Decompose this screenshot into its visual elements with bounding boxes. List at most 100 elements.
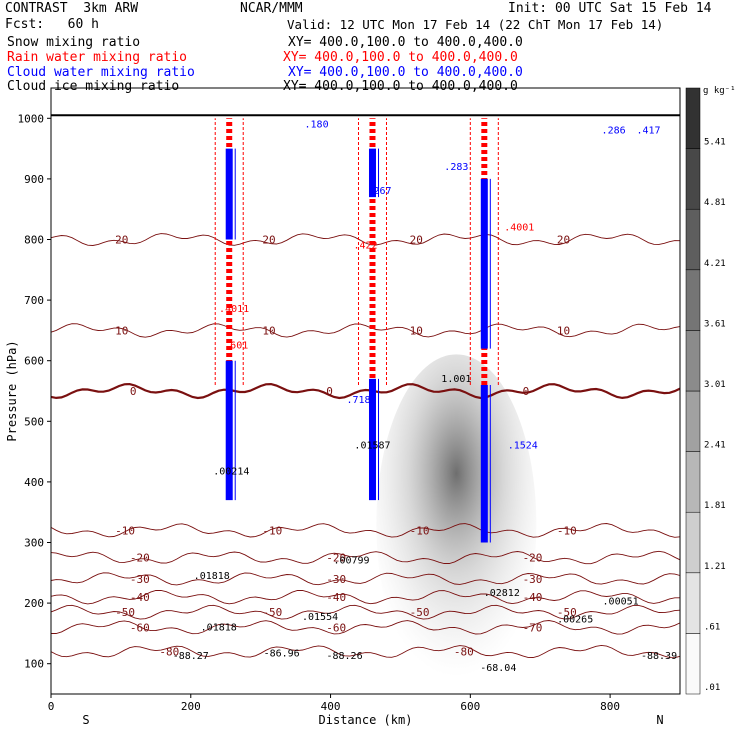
temp-contour-4 — [50, 572, 681, 586]
y-axis-label: Pressure (hPa) — [5, 340, 19, 441]
field-rain-name: Rain water mixing ratio — [7, 50, 188, 65]
valid-time: Valid: 12 UTC Mon 17 Feb 14 (22 ChT Mon … — [287, 17, 664, 32]
x-tick-label: 200 — [181, 700, 201, 713]
temp-contour-label: 20 — [410, 234, 423, 247]
temp-contour-label: -30 — [523, 573, 543, 586]
convective-columns — [214, 118, 499, 543]
y-tick-label: 500 — [24, 415, 44, 428]
colorbar-unit: g kg⁻¹ — [703, 86, 736, 96]
x-tick-label: 400 — [321, 700, 341, 713]
extremum-label-14: 1.001 — [441, 374, 471, 385]
extremum-label-4: -88.39 — [641, 651, 677, 662]
temp-contour-label: 10 — [115, 324, 128, 337]
temp-contour-1 — [51, 620, 681, 635]
field-cloudwater-xy: XY= 400.0,100.0 to 400.0,400.0 — [288, 65, 523, 80]
colorbar-label-6: 3.61 — [704, 319, 726, 329]
x-axis-label: Distance (km) — [319, 713, 413, 727]
extremum-label-21: .267 — [367, 186, 391, 197]
extremum-label-0: -88.27 — [173, 651, 209, 662]
temp-contour-5 — [50, 550, 681, 565]
temp-contour-3 — [50, 589, 680, 605]
temp-contour-label: 0 — [130, 385, 137, 398]
temp-contour-label: -50 — [115, 606, 135, 619]
temp-contour-8 — [50, 323, 681, 338]
extremum-label-20: .4001 — [504, 222, 534, 233]
extremum-label-1: -86.96 — [264, 648, 300, 659]
temp-contour-2 — [50, 604, 681, 620]
colorbar-swatch-0 — [685, 633, 701, 695]
extremum-label-18: .4011 — [219, 304, 249, 315]
extremum-label-13: .01587 — [354, 441, 390, 452]
temp-contour-label: -10 — [115, 524, 135, 537]
temp-contour-label: -60 — [130, 621, 150, 634]
extremum-label-16: .718 — [346, 395, 370, 406]
extremum-label-10: .01818 — [194, 571, 230, 582]
field-snow-xy: XY= 400.0,100.0 to 400.0,400.0 — [288, 35, 523, 50]
y-tick-label: 900 — [24, 173, 44, 186]
model-title: CONTRAST 3km ARW — [5, 1, 139, 16]
y-tick-label: 100 — [24, 658, 44, 671]
temp-contour-label: -20 — [326, 552, 346, 565]
colorbar-swatch-9 — [685, 87, 701, 149]
y-tick-label: 400 — [24, 476, 44, 489]
x-tick-label: 0 — [48, 700, 55, 713]
extremum-label-11: .00799 — [333, 556, 369, 567]
field-cloudwater-name: Cloud water mixing ratio — [7, 65, 195, 80]
colorbar-swatch-8 — [685, 148, 701, 210]
field-cloudice-name: Cloud ice mixing ratio — [7, 79, 180, 94]
y-tick-label: 300 — [24, 537, 44, 550]
temp-contour-label: -50 — [410, 606, 430, 619]
colorbar-label-7: 4.21 — [704, 259, 726, 269]
y-tick-label: 700 — [24, 294, 44, 307]
colorbar-swatch-6 — [685, 269, 701, 331]
extremum-label-8: .00051 — [603, 596, 639, 607]
temp-contour-label: 0 — [326, 385, 333, 398]
x-tick-label: 600 — [460, 700, 480, 713]
temp-contour-label: 20 — [115, 234, 128, 247]
y-tick-label: 1000 — [18, 112, 45, 125]
colorbar-swatch-3 — [685, 451, 701, 513]
temp-contour-label: -60 — [326, 621, 346, 634]
temp-contour-label: -40 — [130, 591, 150, 604]
colorbar-swatch-2 — [685, 511, 701, 574]
temp-contour-label: 10 — [262, 324, 275, 337]
extremum-label-6: .01554 — [302, 612, 338, 623]
extremum-label-9: .02812 — [484, 588, 520, 599]
colorbar-label-5: 3.01 — [704, 380, 726, 390]
colorbar-swatch-5 — [685, 330, 701, 392]
colorbar-swatch-7 — [685, 208, 701, 271]
temp-contour-label: -20 — [523, 552, 543, 565]
temp-contour-label: 10 — [557, 324, 570, 337]
colorbar-label-9: 5.41 — [704, 138, 726, 148]
extremum-label-12: .00214 — [213, 467, 249, 478]
temp-contour-label: 0 — [523, 385, 530, 398]
temp-contour-label: -40 — [523, 591, 543, 604]
colorbar-label-3: 1.81 — [704, 501, 726, 511]
extremum-label-3: -68.04 — [480, 663, 516, 674]
temp-contour-6 — [50, 523, 681, 538]
south-label: S — [82, 713, 89, 727]
temp-contour-label: -70 — [523, 621, 543, 634]
extremum-label-19: .422 — [353, 241, 377, 252]
extremum-label-25: .417 — [637, 125, 661, 136]
temp-contour-label: -10 — [557, 524, 577, 537]
x-tick-label: 800 — [600, 700, 620, 713]
temp-contour-label: -30 — [326, 573, 346, 586]
forecast-hour: Fcst: 60 h — [5, 17, 99, 32]
field-rain-xy: XY= 400.0,100.0 to 400.0,400.0 — [283, 50, 518, 65]
extremum-label-22: .283 — [444, 162, 468, 173]
temp-contour-label: -20 — [130, 552, 150, 565]
temp-contour-9 — [50, 233, 681, 246]
extrema-labels: -88.27 -86.96 -88.26 -68.04 -88.39 .01818 .015… — [173, 119, 677, 674]
y-tick-label: 600 — [24, 355, 44, 368]
temp-contour-0 — [50, 644, 681, 659]
north-label: N — [656, 713, 663, 727]
temp-contour-label: -40 — [326, 591, 346, 604]
field-snow-name: Snow mixing ratio — [7, 35, 141, 50]
temp-contour-label: -10 — [410, 524, 430, 537]
center-label: NCAR/MMM — [240, 1, 303, 16]
extremum-label-24: .286 — [602, 125, 626, 136]
snow-anvil-shading — [376, 354, 537, 695]
colorbar-label-1: .61 — [704, 622, 720, 632]
